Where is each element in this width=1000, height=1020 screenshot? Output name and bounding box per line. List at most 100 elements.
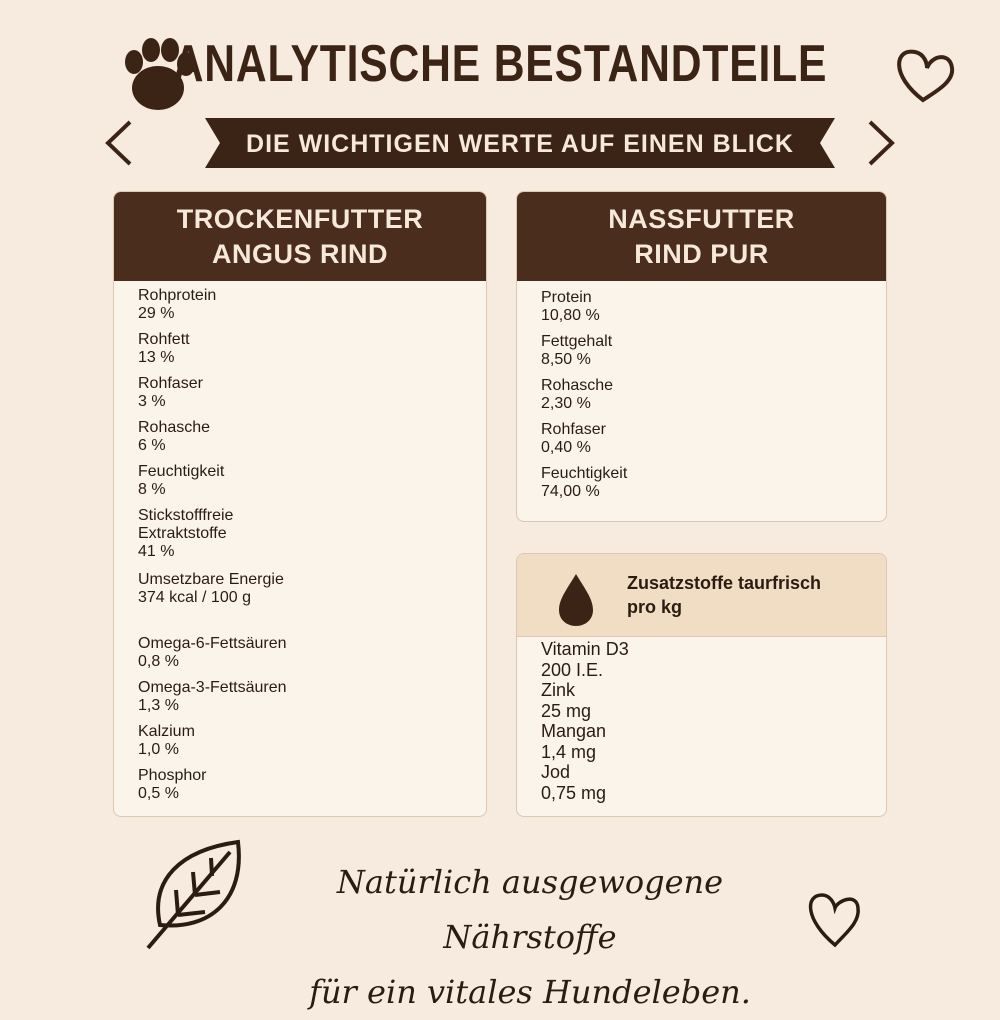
row-label: Omega-3-Fettsäuren (138, 679, 462, 697)
label-line: Zink (541, 680, 576, 700)
label-line: Feuchtigkeit (138, 463, 225, 480)
row-value: 29 % (138, 305, 175, 322)
row: Zink 25 mg (541, 680, 862, 721)
label-line: Fettgehalt (541, 333, 613, 350)
row-label: Rohasche (138, 419, 462, 437)
card-title-line: ANGUS RIND (211, 238, 388, 269)
row-value: 8 % (138, 481, 166, 498)
card-title: Zusatzstoffe taurfrisch pro kg (627, 571, 821, 619)
label-line: Omega-6-Fettsäuren (138, 635, 287, 652)
row-label: Vitamin D3 (541, 639, 862, 660)
label-line: Vitamin D3 (541, 639, 629, 659)
label-line: Feuchtigkeit (541, 465, 628, 482)
row: Feuchtigkeit 74,00 % (541, 465, 862, 509)
row-label: Feuchtigkeit (138, 463, 462, 481)
row: Protein 10,80 % (541, 289, 862, 333)
row: Umsetzbare Energie 374 kcal / 100 g (138, 571, 462, 635)
card-title-line: Zusatzstoffe taurfrisch (627, 573, 822, 593)
row: Rohprotein 29 % (138, 287, 462, 331)
label-line: Stickstofffreie (138, 507, 234, 524)
row-label: Mangan (541, 721, 862, 742)
title: ANALYTISCHE BESTANDTEILE (172, 35, 828, 93)
label-line: Jod (541, 762, 571, 782)
wet-card: NASSFUTTER RIND PUR Protein 10,80 % Fettgeh… (516, 191, 887, 522)
label-line: 374 kcal / 100 g (138, 589, 251, 606)
row: Rohasche 6 % (138, 419, 462, 463)
row-label: Rohfaser (541, 421, 862, 439)
row-value: 0,8 % (138, 653, 179, 670)
row-value: 10,80 % (541, 307, 600, 324)
card-header: TROCKENFUTTER ANGUS RIND (114, 192, 486, 281)
row: Rohasche 2,30 % (541, 377, 862, 421)
row: Omega-6-Fettsäuren 0,8 % (138, 635, 462, 679)
label-line: Rohasche (541, 377, 614, 394)
leaf-icon (146, 839, 241, 950)
label-line: Phosphor (138, 767, 207, 784)
label-line: Mangan (541, 721, 607, 741)
row-label: Rohasche (541, 377, 862, 395)
row-value: 6 % (138, 437, 166, 454)
row-label: Rohprotein (138, 287, 462, 305)
row-value: 25 mg (541, 701, 592, 721)
row: Rohfaser 0,40 % (541, 421, 862, 465)
rows: Rohprotein 29 % Rohfett 13 % Rohfaser 3 % Roha… (114, 281, 486, 811)
label-line: Rohfaser (541, 421, 606, 438)
row: Mangan 1,4 mg (541, 721, 862, 762)
footer-line: Natürlich ausgewogene Nährstoffe (336, 863, 724, 956)
row-label: Fettgehalt (541, 333, 862, 351)
row: Kalzium 1,0 % (138, 723, 462, 767)
row-label: Kalzium (138, 723, 462, 741)
ribbon-end (868, 120, 895, 166)
label-line: Omega-3-Fettsäuren (138, 679, 287, 696)
row-value: 200 I.E. (541, 660, 604, 680)
row-value: 13 % (138, 349, 175, 366)
card-title-line: TROCKENFUTTER (176, 203, 424, 234)
label-line: Protein (541, 289, 592, 306)
row-value: 2,30 % (541, 395, 591, 412)
row-label: Protein (541, 289, 862, 307)
row-label: Stickstofffreie Extraktstoffe (138, 507, 462, 543)
row: Rohfett 13 % (138, 331, 462, 375)
footer-line: für ein vitales Hundeleben. (309, 973, 751, 1011)
card-title-line: NASSFUTTER (608, 203, 795, 234)
row: Omega-3-Fettsäuren 1,3 % (138, 679, 462, 723)
row: Jod 0,75 mg (541, 762, 862, 803)
label-line: Rohprotein (138, 287, 217, 304)
row: Fettgehalt 8,50 % (541, 333, 862, 377)
row-value: 8,50 % (541, 351, 591, 368)
row: Phosphor 0,5 % (138, 767, 462, 811)
card-title-line: RIND PUR (634, 238, 769, 269)
ribbon-end (105, 120, 132, 166)
row-label: Jod (541, 762, 862, 783)
rows: Vitamin D3 200 I.E. Zink 25 mg Mangan 1,4 mg J… (517, 637, 886, 803)
row-label: Zink (541, 680, 862, 701)
card-header: Zusatzstoffe taurfrisch pro kg (517, 554, 886, 637)
row: Vitamin D3 200 I.E. (541, 639, 862, 680)
row-value: 0,40 % (541, 439, 591, 456)
row-value: 1,0 % (138, 741, 179, 758)
label-line: Umsetzbare Energie (138, 571, 284, 588)
row-label: Rohfaser (138, 375, 462, 393)
heart-icon (808, 893, 860, 948)
ribbon (205, 118, 835, 168)
row-value: 1,3 % (138, 697, 179, 714)
row-value: 74,00 % (541, 483, 600, 500)
heart-icon (897, 49, 955, 103)
row: Stickstofffreie Extraktstoffe 41 % (138, 507, 462, 571)
drop-icon (559, 574, 593, 626)
row: Rohfaser 3 % (138, 375, 462, 419)
label-line: Extraktstoffe (138, 525, 227, 542)
label-line: Rohfett (138, 331, 190, 348)
footer: Natürlich ausgewogene Nährstoffe für ein … (250, 855, 810, 1020)
row-value: 41 % (138, 543, 175, 560)
row-label: Rohfett (138, 331, 462, 349)
row-label: Umsetzbare Energie 374 kcal / 100 g (138, 571, 462, 607)
row-label: Feuchtigkeit (541, 465, 862, 483)
row-label: Omega-6-Fettsäuren (138, 635, 462, 653)
row: Feuchtigkeit 8 % (138, 463, 462, 507)
label-line: Rohasche (138, 419, 211, 436)
additives-card: Zusatzstoffe taurfrisch pro kg Vitamin D3… (516, 553, 887, 817)
row-value: 1,4 mg (541, 742, 597, 762)
